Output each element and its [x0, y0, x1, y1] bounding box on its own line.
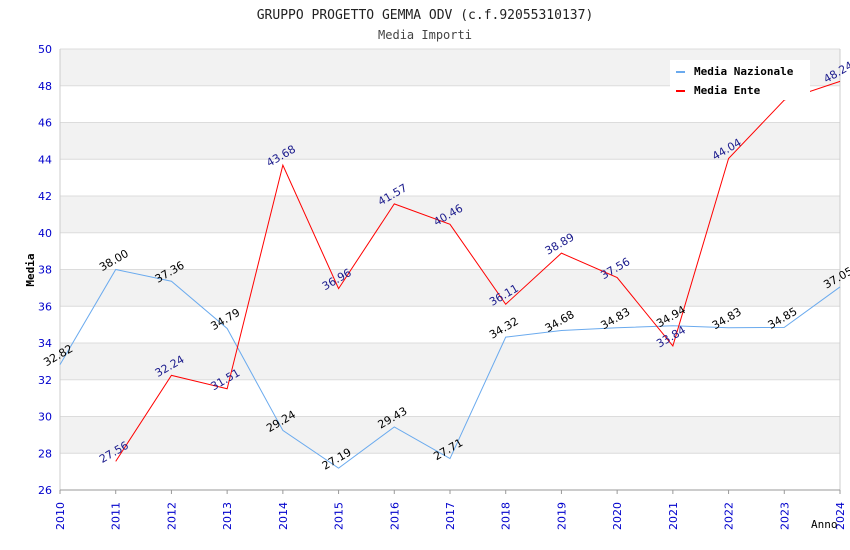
x-axis-label: Anno	[811, 518, 838, 531]
series-line-nazionale	[59, 268, 841, 469]
y-tick-label: 36	[38, 300, 52, 313]
legend-label-nazionale: Media Nazionale	[694, 65, 794, 78]
x-tick-label: 2014	[277, 502, 290, 530]
y-tick-label: 30	[38, 411, 52, 424]
grid-band	[60, 269, 840, 307]
y-tick-label: 40	[38, 227, 52, 240]
x-tick-label: 2021	[667, 502, 680, 530]
x-tick-label: 2019	[555, 502, 568, 530]
x-tick-label: 2017	[444, 502, 457, 530]
y-tick-label: 46	[38, 117, 52, 130]
y-tick-label: 26	[38, 484, 52, 497]
grid-band	[60, 122, 840, 160]
y-tick-label: 44	[38, 153, 52, 166]
legend-label-ente: Media Ente	[694, 84, 761, 97]
legend: Media Nazionale Media Ente	[670, 60, 810, 100]
legend-swatch-ente	[676, 90, 685, 92]
y-tick-label: 38	[38, 264, 52, 277]
y-tick-label: 50	[38, 43, 52, 56]
x-tick-label: 2010	[54, 502, 67, 530]
grid-band	[60, 343, 840, 380]
data-label: 34.79	[209, 306, 243, 333]
data-label: 34.32	[487, 315, 521, 342]
grid-band	[60, 416, 840, 454]
x-tick-label: 2011	[110, 502, 123, 530]
y-tick-label: 34	[38, 337, 52, 350]
x-tick-label: 2012	[165, 502, 178, 530]
x-tick-label: 2015	[333, 502, 346, 530]
y-tick-label: 42	[38, 190, 52, 203]
y-tick-label: 48	[38, 80, 52, 93]
x-tick-label: 2022	[723, 502, 736, 530]
series-line-ente	[115, 80, 841, 462]
y-tick-label: 28	[38, 447, 52, 460]
x-tick-label: 2013	[221, 502, 234, 530]
x-tick-label: 2020	[611, 502, 624, 530]
x-tick-label: 2023	[778, 502, 791, 530]
chart-title: GRUPPO PROGETTO GEMMA ODV (c.f.920553101…	[257, 8, 594, 23]
y-tick-label: 32	[38, 374, 52, 387]
grid-band	[60, 196, 840, 233]
x-tick-label: 2018	[500, 502, 513, 530]
x-tick-label: 2024	[834, 502, 847, 530]
x-tick-label: 2016	[388, 502, 401, 530]
data-label: 38.89	[543, 231, 577, 258]
y-axis-label: Media	[24, 253, 37, 286]
legend-swatch-nazionale	[676, 71, 685, 73]
chart-subtitle: Media Importi	[378, 28, 472, 42]
